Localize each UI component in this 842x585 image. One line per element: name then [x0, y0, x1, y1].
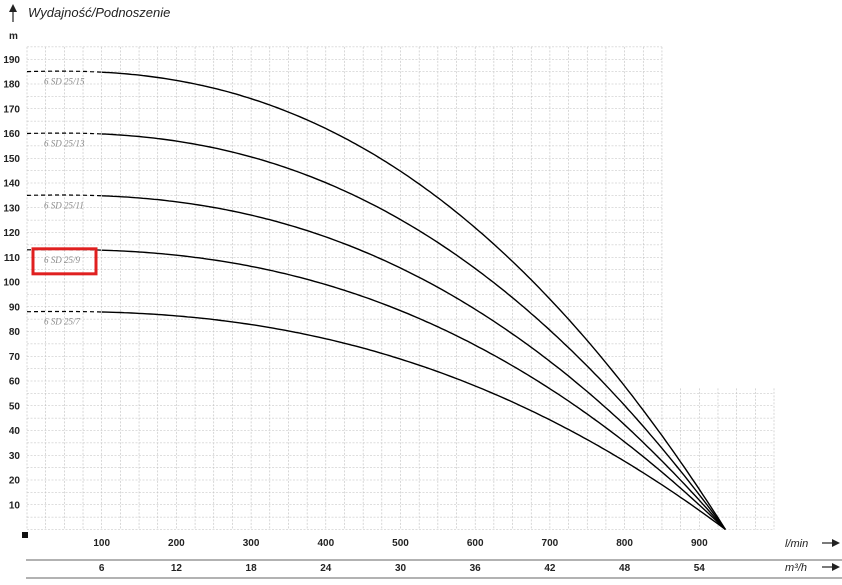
y-tick-label: 140 [3, 179, 20, 190]
series-label: 6 SD 25/7 [44, 317, 81, 327]
x-axis-unit-secondary: m³/h [785, 562, 807, 574]
grid [26, 46, 775, 530]
series-curve-dashed [26, 70, 102, 73]
series-label: 6 SD 25/15 [44, 77, 85, 87]
y-tick-label: 70 [9, 352, 21, 363]
x-axis-arrow-icon [822, 539, 840, 547]
y-tick-label: 60 [9, 377, 21, 388]
y-tick-label: 90 [9, 302, 21, 313]
pump-curves [26, 70, 726, 531]
series-curve [101, 311, 726, 531]
series-curve [101, 71, 726, 530]
y-tick-label: 190 [3, 55, 20, 66]
x-tick-label-m3h: 18 [246, 563, 258, 574]
x-axis-secondary-arrow-icon [822, 563, 840, 571]
chart-title: Wydajność/Podnoszenie [28, 5, 170, 20]
y-tick-label: 20 [9, 476, 21, 487]
y-tick-label: 30 [9, 451, 21, 462]
series-curve [101, 133, 726, 530]
x-tick-label-lmin: 700 [542, 538, 559, 549]
series-labels: 6 SD 25/15 6 SD 25/13 6 SD 25/11 6 SD 25/9 6… [31, 77, 98, 327]
x-tick-label-lmin: 200 [168, 538, 185, 549]
y-tick-label: 160 [3, 129, 20, 140]
y-tick-labels: 10 20 30 40 50 60 70 80 90 100 110 120 130 140 150 160 1… [3, 55, 20, 512]
highlight-box [31, 247, 98, 276]
x-tick-label-m3h: 30 [395, 563, 407, 574]
x-tick-label-m3h: 48 [619, 563, 631, 574]
series-curve-dashed [26, 194, 102, 197]
y-tick-label: 40 [9, 426, 21, 437]
y-tick-label: 100 [3, 278, 20, 289]
y-tick-label: 10 [9, 500, 21, 511]
x-tick-label-m3h: 24 [320, 563, 332, 574]
y-tick-label: 170 [3, 104, 20, 115]
x-tick-label-lmin: 600 [467, 538, 484, 549]
x-tick-label-lmin: 500 [392, 538, 409, 549]
x-tick-label-m3h: 54 [694, 563, 706, 574]
series-curve-dashed [27, 310, 102, 313]
x-tick-label-lmin: 100 [93, 538, 110, 549]
y-tick-label: 50 [9, 401, 21, 412]
x-tick-label-lmin: 800 [616, 538, 633, 549]
y-tick-label: 110 [4, 253, 21, 264]
y-axis-unit: m [9, 31, 18, 42]
series-curve [101, 249, 726, 531]
series-label: 6 SD 25/11 [44, 200, 84, 210]
x-tick-labels: 100 200 300 400 500 600 700 800 900 6 12 18 24 30 36 42… [93, 538, 708, 574]
series-label: 6 SD 25/13 [44, 139, 85, 149]
origin-marker [22, 532, 28, 538]
y-tick-label: 80 [9, 327, 21, 338]
y-tick-label: 120 [3, 228, 20, 239]
y-tick-label: 150 [3, 154, 20, 165]
y-axis-arrow-icon [9, 4, 17, 12]
x-tick-label-lmin: 300 [243, 538, 260, 549]
y-tick-label: 130 [3, 203, 20, 214]
x-tick-label-m3h: 6 [99, 563, 105, 574]
x-tick-label-m3h: 12 [171, 563, 183, 574]
x-tick-label-lmin: 900 [691, 538, 708, 549]
x-axis-unit-primary: l/min [785, 538, 808, 550]
series-curve-dashed [26, 132, 102, 135]
y-tick-label: 180 [3, 80, 20, 91]
series-label: 6 SD 25/9 [44, 255, 81, 265]
series-curve [101, 195, 726, 530]
x-tick-label-m3h: 36 [470, 563, 482, 574]
x-tick-label-m3h: 42 [544, 563, 556, 574]
x-tick-label-lmin: 400 [317, 538, 334, 549]
